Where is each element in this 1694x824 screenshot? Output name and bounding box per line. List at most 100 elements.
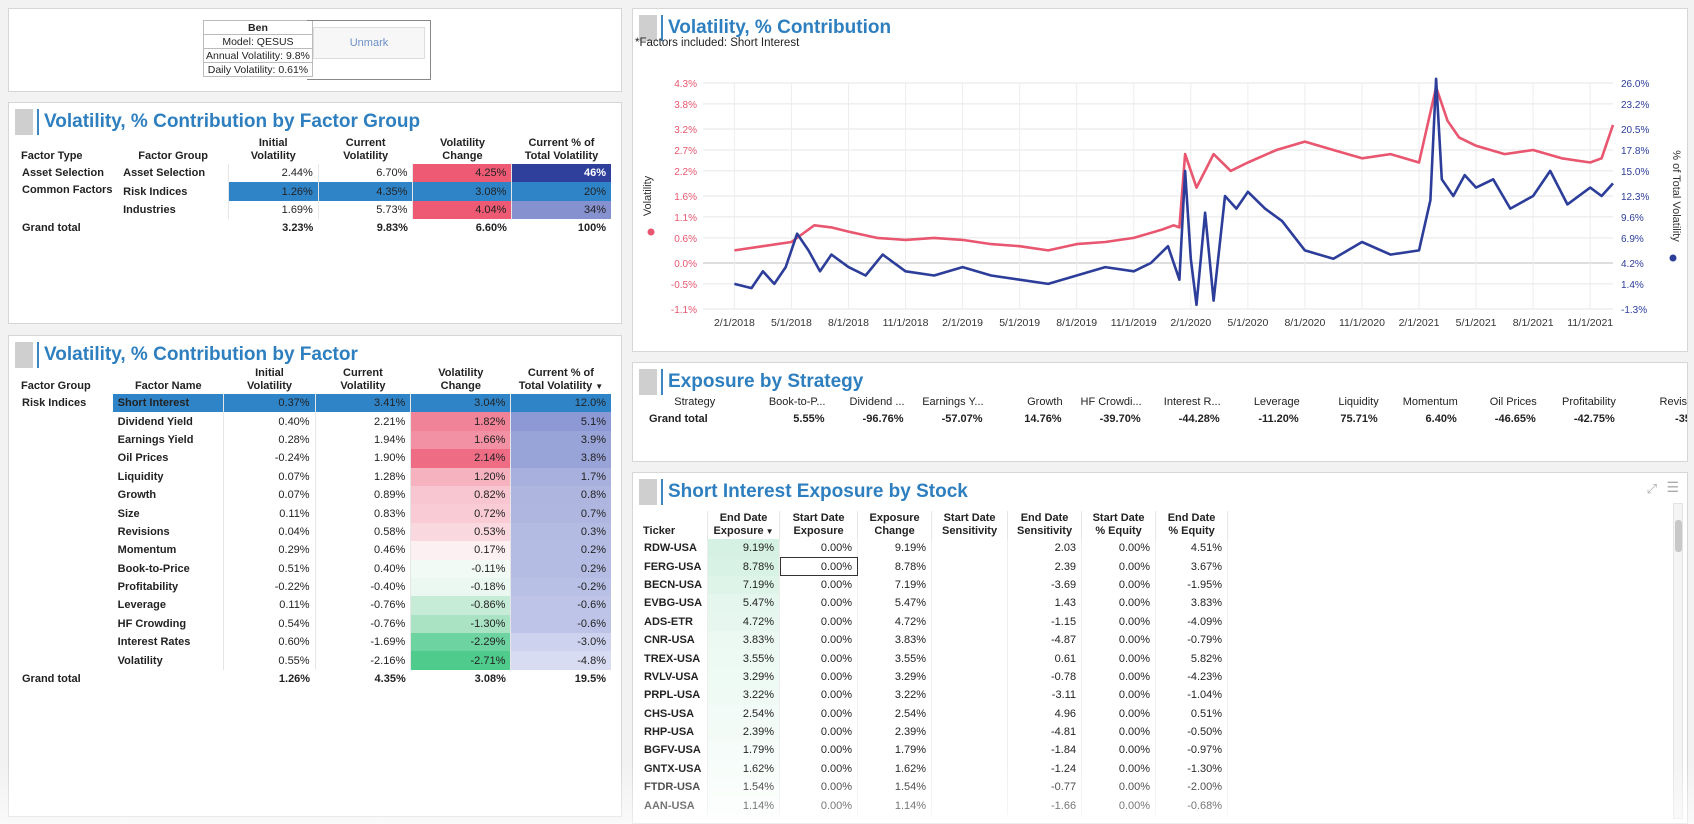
drag-grip-icon[interactable] (639, 479, 657, 505)
sort-desc-icon[interactable]: ▼ (595, 382, 604, 391)
column-header[interactable]: Profitability (1562, 396, 1616, 408)
ticker-cell[interactable]: EVBG-USA (639, 594, 709, 613)
table-row[interactable]: BECN-USA 7.19% 0.00% 7.19% -3.69 0.00% -1.95% (639, 575, 1229, 595)
ticker-cell[interactable]: CNR-USA (639, 630, 709, 650)
column-header[interactable]: Factor Name (134, 380, 202, 392)
table-row[interactable]: Leverage 0.11% -0.76% -0.86% -0.6% (17, 596, 611, 615)
column-header[interactable]: Initial Volatility (250, 137, 296, 162)
drag-grip-icon[interactable] (639, 369, 657, 395)
ticker-cell[interactable]: RVLV-USA (639, 667, 709, 687)
series-line-1[interactable] (734, 77, 1614, 307)
table-row[interactable]: Dividend Yield 0.40% 2.21% 1.82% 5.1% (17, 412, 611, 431)
table-row[interactable]: Momentum 0.29% 0.46% 0.17% 0.2% (17, 541, 611, 560)
column-header[interactable]: Start Date% Equity (1081, 511, 1157, 539)
table-row[interactable]: BGFV-USA 1.79% 0.00% 1.79% -1.84 0.00% -0.97% (639, 741, 1229, 760)
column-header[interactable]: Ticker (639, 511, 709, 539)
table-row[interactable]: Book-to-Price 0.51% 0.40% -0.11% 0.2% (17, 559, 611, 578)
sort-desc-icon[interactable]: ▼ (765, 527, 774, 536)
table-row[interactable]: FTDR-USA 1.54% 0.00% 1.54% -0.77 0.00% -2.00% (639, 778, 1229, 797)
column-header[interactable]: Oil Prices (1489, 396, 1537, 408)
column-header[interactable]: Initial Volatility (246, 367, 292, 392)
table-row[interactable]: EVBG-USA 5.47% 0.00% 5.47% 1.43 0.00% 3.83% (639, 594, 1229, 613)
table-row[interactable]: Common Factors Risk Indices 1.26% 4.35% 3.08… (17, 182, 611, 201)
table-row[interactable]: FERG-USA 8.78% 0.00% 8.78% 2.39 0.00% 3.67% (639, 557, 1229, 576)
column-header[interactable]: Start Date Sensitivity (931, 511, 1009, 539)
table-row[interactable]: Risk Indices Short Interest 0.37% 3.41% 3.04… (17, 394, 611, 413)
column-header[interactable]: Current Volatility (343, 137, 389, 162)
column-header[interactable]: Volatility Change (438, 367, 484, 392)
pct-total-cell: 3.8% (510, 449, 611, 468)
list-icon[interactable]: ☰ (1666, 479, 1679, 495)
table-row[interactable]: TREX-USA 3.55% 0.00% 3.55% 0.61 0.00% 5.82% (639, 649, 1229, 668)
stock-value-cell: -0.79% (1155, 630, 1229, 650)
table-row[interactable]: Size 0.11% 0.83% 0.72% 0.7% (17, 504, 611, 523)
ticker-cell[interactable]: RHP-USA (639, 722, 709, 742)
ticker-cell[interactable]: BGFV-USA (639, 741, 709, 760)
table-row[interactable]: Oil Prices -0.24% 1.90% 2.14% 3.8% (17, 449, 611, 468)
table-row[interactable]: RVLV-USA 3.29% 0.00% 3.29% -0.78 0.00% -4.23% (639, 667, 1229, 687)
column-header[interactable]: Revisic (1659, 396, 1688, 408)
column-header[interactable]: Dividend ... (849, 396, 905, 408)
table-row[interactable]: ADS-ETR 4.72% 0.00% 4.72% -1.15 0.00% -4.09% (639, 612, 1229, 631)
ticker-cell[interactable]: BECN-USA (639, 575, 709, 595)
stock-value-cell: 2.39 (1007, 557, 1083, 576)
table-row[interactable]: RHP-USA 2.39% 0.00% 2.39% -4.81 0.00% -0.50% (639, 722, 1229, 742)
table-row[interactable]: HF Crowding 0.54% -0.76% -1.30% -0.6% (17, 614, 611, 634)
scroll-thumb[interactable] (1675, 520, 1682, 552)
column-header[interactable]: Earnings Y... (922, 396, 984, 408)
column-header[interactable]: Growth (1027, 396, 1063, 408)
column-header[interactable]: Current % of Total Volatility ▼ (518, 367, 604, 392)
column-header[interactable]: Liquidity (1338, 396, 1379, 408)
table-row[interactable]: Profitability -0.22% -0.40% -0.18% -0.2% (17, 577, 611, 597)
table-row[interactable]: RDW-USA 9.19% 0.00% 9.19% 2.03 0.00% 4.51% (639, 539, 1229, 558)
ticker-cell[interactable]: GNTX-USA (639, 759, 709, 779)
table-row[interactable]: Earnings Yield 0.28% 1.94% 1.66% 3.9% (17, 430, 611, 450)
table-row[interactable]: CHS-USA 2.54% 0.00% 2.54% 4.96 0.00% 0.51% (639, 704, 1229, 723)
table-row[interactable]: Liquidity 0.07% 1.28% 1.20% 1.7% (17, 467, 611, 486)
column-header[interactable]: Factor Group (21, 380, 91, 392)
table-row[interactable]: AAN-USA 1.14% 0.00% 1.14% -1.66 0.00% -0.68% (639, 796, 1229, 815)
ticker-cell[interactable]: FERG-USA (639, 557, 709, 576)
ticker-cell[interactable]: PRPL-USA (639, 686, 709, 705)
table-row[interactable]: GNTX-USA 1.62% 0.00% 1.62% -1.24 0.00% -1.30% (639, 759, 1229, 779)
vertical-scrollbar[interactable] (1673, 503, 1683, 819)
unmark-button[interactable]: Unmark (313, 27, 425, 59)
table-row[interactable]: CNR-USA 3.83% 0.00% 3.83% -4.87 0.00% -0.79% (639, 630, 1229, 650)
column-header[interactable]: Start Date Exposure (779, 511, 859, 539)
expand-icon[interactable]: ⤢ (1646, 481, 1657, 496)
table-row[interactable]: Industries 1.69% 5.73% 4.04% 34% (17, 200, 611, 220)
column-header[interactable]: HF Crowdi... (1080, 396, 1142, 408)
ticker-cell[interactable]: RDW-USA (639, 539, 709, 558)
column-header[interactable]: Interest R... (1163, 396, 1221, 408)
column-header[interactable]: End Date Exposure ▼ (707, 511, 781, 539)
ticker-cell[interactable]: AAN-USA (639, 796, 709, 815)
column-header[interactable]: Exposure Change (857, 511, 933, 539)
series-line-0[interactable] (734, 85, 1615, 252)
table-row[interactable]: Revisions 0.04% 0.58% 0.53% 0.3% (17, 522, 611, 542)
table-row[interactable]: Volatility 0.55% -2.16% -2.71% -4.8% (17, 651, 611, 670)
drag-grip-icon[interactable] (639, 15, 657, 41)
table-row[interactable]: Interest Rates 0.60% -1.69% -2.29% -3.0% (17, 633, 611, 652)
column-header[interactable]: Leverage (1253, 396, 1300, 408)
drag-grip-icon[interactable] (15, 109, 33, 135)
column-header[interactable]: Factor Group (138, 150, 208, 162)
column-header[interactable]: Strategy (674, 396, 716, 408)
ticker-cell[interactable]: ADS-ETR (639, 612, 709, 631)
ticker-cell[interactable]: CHS-USA (639, 704, 709, 723)
column-header[interactable]: Momentum (1402, 396, 1458, 408)
table-row[interactable]: Asset Selection Asset Selection 2.44% 6.70%… (17, 164, 611, 183)
table-row[interactable]: PRPL-USA 3.22% 0.00% 3.22% -3.11 0.00% -1.04% (639, 686, 1229, 705)
column-header[interactable]: Current % of Total Volatility (524, 137, 599, 162)
column-header[interactable]: End Date Sensitivity (1007, 511, 1083, 539)
initial-volatility-cell: 0.55% (223, 651, 316, 670)
ticker-cell[interactable]: FTDR-USA (639, 778, 709, 797)
drag-grip-icon[interactable] (15, 342, 33, 368)
column-header[interactable]: Volatility Change (439, 137, 485, 162)
volatility-line-chart[interactable]: 4.3% 26.0% 3.8% 23.2% 3.2% 20.5% 2.7% 17.8% 2.2%… (633, 49, 1688, 352)
column-header[interactable]: Current Volatility (340, 367, 386, 392)
column-header[interactable]: Book-to-P... (768, 396, 826, 408)
table-row[interactable]: Growth 0.07% 0.89% 0.82% 0.8% (17, 485, 611, 505)
column-header[interactable]: End Date% Equity (1155, 511, 1229, 539)
column-header[interactable]: Factor Type (21, 150, 83, 162)
ticker-cell[interactable]: TREX-USA (639, 649, 709, 668)
